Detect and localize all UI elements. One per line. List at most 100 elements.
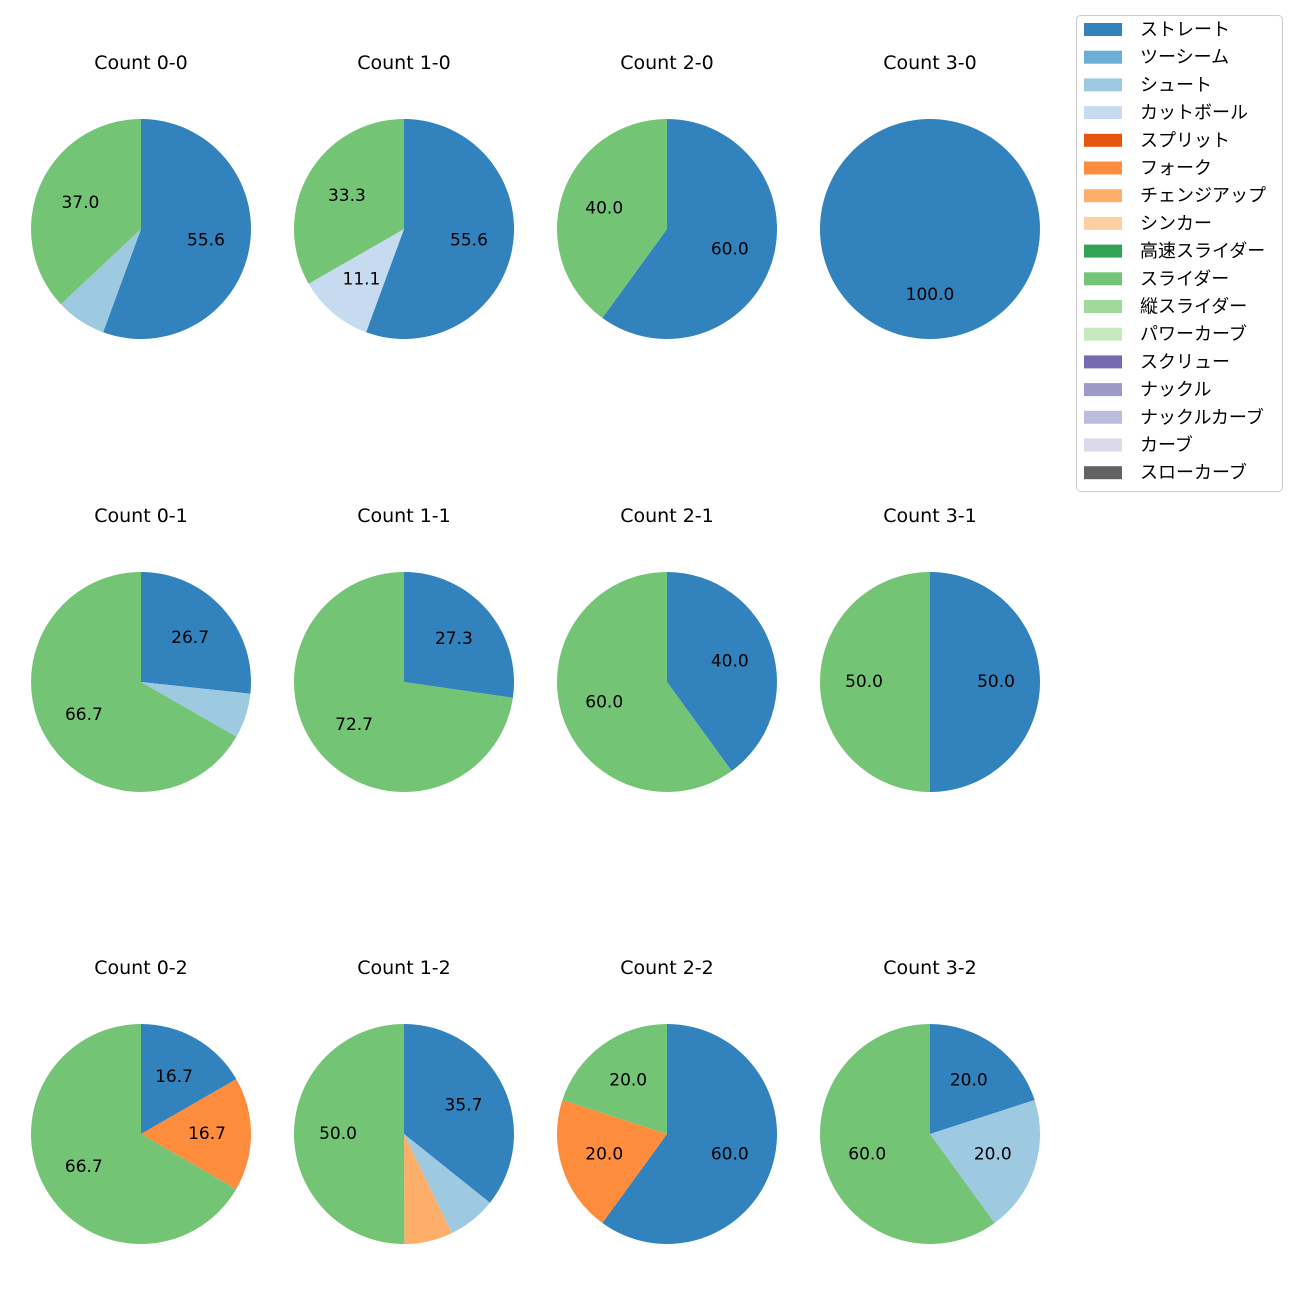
legend-item: カーブ [1084, 434, 1193, 456]
slice-label: 72.7 [335, 715, 373, 735]
legend-item: スプリット [1084, 130, 1230, 151]
pie-title: Count 1-2 [357, 957, 451, 979]
pie-slice [404, 1134, 490, 1234]
legend-label: ストレート [1140, 20, 1230, 41]
slice-label: 40.0 [585, 199, 623, 219]
pie-slice [667, 572, 777, 771]
pie-panel: Count 1-0 55.6 11.1 33.3 [293, 52, 515, 339]
pie-panel: Count 2-2 60.0 20.0 20.0 [557, 957, 778, 1244]
pie-slice [404, 1134, 452, 1244]
slice-label: 26.7 [171, 628, 209, 648]
pie-panel: Count 3-2 20.0 20.0 60.0 [819, 957, 1040, 1244]
pie-slice [141, 1079, 251, 1190]
pie-title: Count 2-2 [620, 957, 714, 979]
legend-label: スライダー [1140, 269, 1229, 290]
pie-slice [294, 572, 513, 792]
legend-item: 縦スライダー [1084, 297, 1247, 318]
legend-item: チェンジアップ [1084, 186, 1266, 207]
slice-label: 16.7 [155, 1067, 193, 1087]
pie-title: Count 3-1 [883, 505, 977, 527]
pie-slice [930, 1024, 1035, 1134]
pie-slice [602, 119, 777, 339]
legend-item: フォーク [1084, 158, 1212, 179]
pie-title: Count 1-1 [357, 505, 451, 527]
pie-slice [293, 119, 404, 284]
slice-label: 37.0 [61, 193, 99, 213]
legend-swatch [1084, 327, 1122, 341]
slice-label: 60.0 [848, 1144, 886, 1164]
legend-swatch [1084, 78, 1122, 92]
slice-label: 66.7 [65, 1157, 103, 1177]
legend-label: カーブ [1140, 434, 1193, 456]
legend-swatch [1084, 355, 1122, 369]
pie-slice [30, 572, 237, 792]
legend-label: パワーカーブ [1140, 323, 1247, 345]
pie-slice [557, 572, 732, 792]
pie-title: Count 2-0 [620, 52, 714, 74]
slice-label: 35.7 [445, 1095, 483, 1115]
legend-item: カットボール [1084, 103, 1248, 124]
legend-label: スクリュー [1140, 352, 1230, 373]
pie-slice [602, 1024, 778, 1244]
pie-panel: Count 0-1 26.7 66.7 [30, 505, 251, 792]
legend-item: 高速スライダー [1084, 241, 1265, 262]
pie-title: Count 2-1 [620, 505, 714, 527]
pie-panel: Count 2-1 40.0 60.0 [557, 505, 777, 792]
pie-title: Count 3-0 [883, 52, 977, 74]
legend-swatch [1084, 106, 1122, 120]
legend-label: スローカーブ [1140, 462, 1247, 484]
pie-slice [60, 229, 142, 333]
slice-label: 20.0 [585, 1144, 623, 1164]
slice-label: 66.7 [65, 705, 103, 725]
slice-label: 16.7 [188, 1124, 226, 1144]
legend-swatch [1084, 216, 1122, 230]
slice-label: 20.0 [974, 1144, 1012, 1164]
slice-label: 100.0 [906, 285, 955, 305]
pie-title: Count 0-1 [94, 505, 188, 527]
pie-slice [141, 1024, 237, 1134]
legend-item: ナックルカーブ [1084, 406, 1264, 428]
legend-swatch [1084, 466, 1122, 480]
legend-label: スプリット [1140, 130, 1230, 151]
slice-label: 60.0 [711, 239, 749, 259]
pie-slice [930, 572, 1040, 792]
legend-item: ストレート [1084, 20, 1230, 41]
legend-item: スローカーブ [1084, 462, 1247, 484]
slice-label: 11.1 [343, 269, 381, 289]
legend-swatch [1084, 189, 1122, 203]
slice-label: 33.3 [328, 186, 366, 206]
legend-swatch [1084, 133, 1122, 147]
pie-slice [294, 1024, 405, 1244]
pie-panel: Count 3-0 100.0 [820, 52, 1040, 339]
pie-slice [141, 572, 251, 694]
pie-title: Count 0-0 [94, 52, 188, 74]
legend-label: カットボール [1140, 103, 1248, 124]
legend-label: ナックル [1140, 380, 1211, 401]
legend-label: ナックルカーブ [1140, 406, 1264, 428]
pie-panel: Count 3-1 50.0 50.0 [820, 505, 1040, 792]
pie-slice [820, 119, 1040, 339]
slice-label: 55.6 [450, 231, 488, 251]
legend-label: 高速スライダー [1140, 241, 1265, 262]
legend-swatch [1084, 50, 1122, 64]
legend-item: スライダー [1084, 269, 1229, 290]
pie-slice [820, 572, 930, 792]
legend-label: シンカー [1140, 213, 1212, 234]
pie-panel: Count 1-1 27.3 72.7 [294, 505, 514, 792]
pie-panel: Count 1-2 35.7 50.0 [294, 957, 514, 1244]
legend-swatch [1084, 300, 1122, 313]
legend-item: パワーカーブ [1084, 323, 1247, 345]
pie-panel: Count 0-0 55.6 37.0 [31, 52, 252, 340]
legend-label: 縦スライダー [1140, 297, 1247, 318]
pie-title: Count 1-0 [357, 52, 451, 74]
legend-label: チェンジアップ [1140, 186, 1266, 207]
pie-title: Count 3-2 [883, 957, 977, 979]
pie-slice [308, 229, 404, 333]
legend-label: シュート [1140, 75, 1212, 96]
slice-label: 60.0 [585, 692, 623, 712]
legend-swatch [1084, 410, 1122, 424]
pie-slice [366, 119, 515, 339]
slice-label: 60.0 [711, 1144, 749, 1164]
